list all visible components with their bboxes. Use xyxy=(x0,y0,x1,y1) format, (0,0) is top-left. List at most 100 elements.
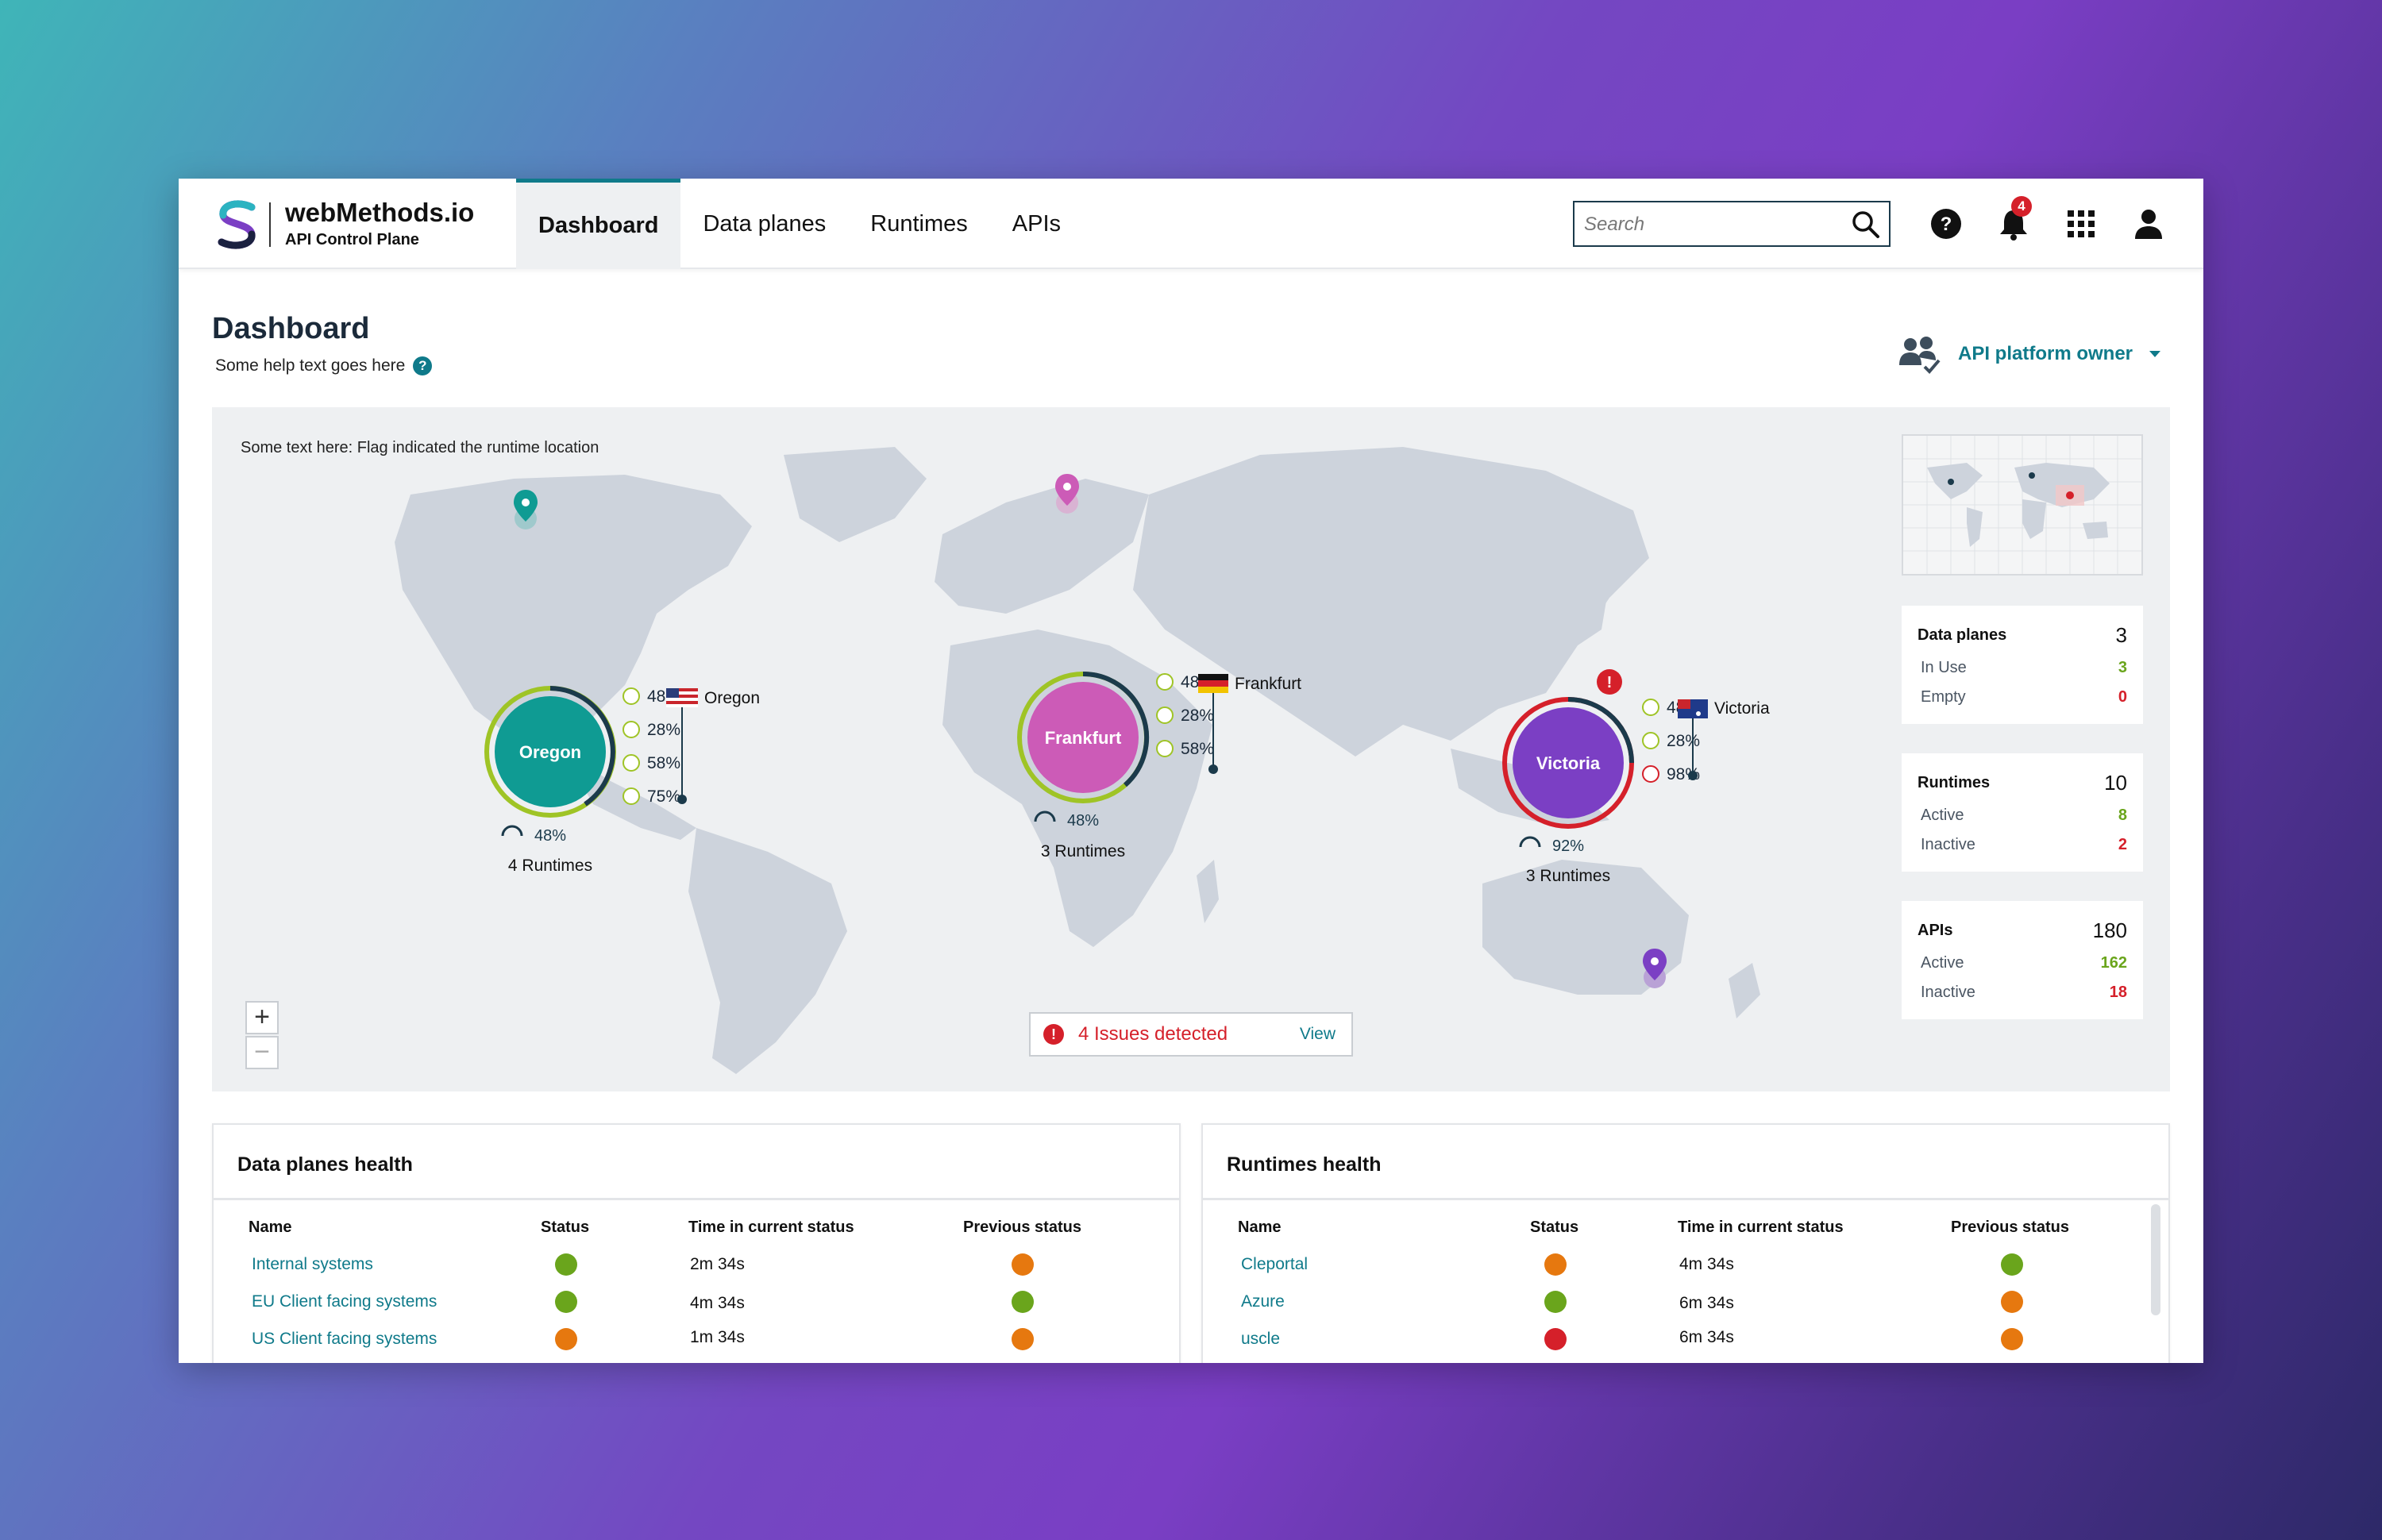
location-oregon[interactable]: Oregon 48% 4 Runtimes 48% 28% 58% 75% xyxy=(484,686,760,875)
status-dot xyxy=(555,1291,577,1313)
tab-data-planes[interactable]: Data planes xyxy=(703,210,827,237)
data-planes-total: 3 xyxy=(2115,623,2127,647)
frankfurt-name: Frankfurt xyxy=(1045,728,1122,748)
zoom-out-button[interactable]: − xyxy=(245,1036,279,1069)
help-icon[interactable]: ? xyxy=(1928,206,1964,242)
frankfurt-runtimes: 3 Runtimes xyxy=(1041,842,1125,860)
apis-active-label: Active xyxy=(1921,954,1964,972)
runtimes-total: 10 xyxy=(2104,771,2127,795)
top-header: webMethods.io API Control Plane Dashboar… xyxy=(179,179,2203,269)
apps-grid-icon[interactable] xyxy=(2063,206,2099,242)
help-tooltip-icon[interactable]: ? xyxy=(413,356,433,375)
table-row-name[interactable]: EU Client facing systems xyxy=(252,1292,437,1311)
search-input[interactable] xyxy=(1584,210,1838,239)
greenland-shape xyxy=(784,447,927,542)
data-planes-empty-value: 0 xyxy=(2118,688,2127,706)
apis-active-value: 162 xyxy=(2100,954,2127,972)
victoria-gauge-icon xyxy=(1519,836,1541,848)
oregon-stat-2: 28% xyxy=(647,721,680,739)
table-row-name[interactable]: Azure xyxy=(1241,1292,1285,1311)
frankfurt-flag-marker: Frankfurt xyxy=(1198,674,1301,774)
victoria-runtimes: 3 Runtimes xyxy=(1526,867,1610,885)
frankfurt-ring-segment xyxy=(1082,672,1150,787)
victoria-name: Victoria xyxy=(1536,753,1601,773)
table-row-time: 1m 34s xyxy=(690,1328,745,1346)
minimap[interactable] xyxy=(1902,434,2143,576)
previous-status-dot xyxy=(2001,1253,2023,1276)
pin-frankfurt[interactable] xyxy=(1055,474,1079,514)
issues-text: 4 Issues detected xyxy=(1078,1023,1228,1045)
col-previous[interactable]: Previous status xyxy=(1951,1219,2069,1236)
location-victoria[interactable]: Victoria ! 92% 3 Runtimes 48% 28% 98% xyxy=(1502,669,1770,885)
apis-inactive-value: 18 xyxy=(2109,984,2127,1001)
previous-status-dot xyxy=(2001,1328,2023,1350)
webmethods-logo-icon[interactable] xyxy=(215,199,261,250)
oregon-name: Oregon xyxy=(519,742,581,762)
divider xyxy=(214,1198,1179,1200)
madagascar-shape xyxy=(1197,860,1219,923)
north-america-shape xyxy=(395,475,752,757)
frankfurt-bubble xyxy=(1027,682,1139,793)
data-planes-empty-label: Empty xyxy=(1921,688,1966,706)
table-row-time: 2m 34s xyxy=(690,1255,745,1273)
col-name[interactable]: Name xyxy=(1238,1219,1282,1236)
page-title: Dashboard xyxy=(212,312,370,345)
victoria-flag-label: Victoria xyxy=(1714,699,1770,718)
tab-runtimes[interactable]: Runtimes xyxy=(870,210,968,237)
col-previous[interactable]: Previous status xyxy=(963,1219,1081,1236)
issues-view-link[interactable]: View xyxy=(1299,1025,1336,1043)
role-selector[interactable]: API platform owner xyxy=(1898,333,2161,375)
svg-text:?: ? xyxy=(1941,214,1952,235)
tab-apis[interactable]: APIs xyxy=(1012,210,1062,237)
data-planes-in-use-label: In Use xyxy=(1921,659,1967,676)
table-scrollbar[interactable] xyxy=(2151,1204,2160,1315)
oregon-ring-segment xyxy=(549,686,615,807)
table-row-name[interactable]: Cleportal xyxy=(1241,1255,1309,1273)
col-status[interactable]: Status xyxy=(541,1219,590,1236)
runtimes-active-value: 8 xyxy=(2118,807,2127,824)
col-status[interactable]: Status xyxy=(1530,1219,1579,1236)
runtimes-summary-card[interactable]: Runtimes 10 Active 8 Inactive 2 xyxy=(1902,753,2143,872)
status-dot xyxy=(1544,1328,1567,1350)
pin-oregon[interactable] xyxy=(514,490,538,529)
data-planes-in-use-value: 3 xyxy=(2118,659,2127,676)
col-name[interactable]: Name xyxy=(249,1219,292,1236)
runtimes-health-title: Runtimes health xyxy=(1227,1153,1382,1176)
pin-victoria[interactable] xyxy=(1643,949,1667,988)
new-zealand-shape xyxy=(1729,963,1760,1018)
victoria-alert-icon[interactable] xyxy=(1597,669,1622,695)
table-row-name[interactable]: uscle xyxy=(1241,1330,1281,1348)
zoom-in-button[interactable]: + xyxy=(245,1001,279,1034)
de-flag-icon xyxy=(1198,674,1228,680)
location-frankfurt[interactable]: Frankfurt 48% 3 Runtimes 48% 28% 58% xyxy=(1017,672,1301,860)
issues-alert-icon: ! xyxy=(1043,1024,1064,1045)
table-row-time: 4m 34s xyxy=(1679,1255,1734,1273)
col-time[interactable]: Time in current status xyxy=(1678,1219,1844,1236)
user-profile-icon[interactable] xyxy=(2130,206,2167,242)
runtimes-health-panel: Runtimes health Name Status Time in curr… xyxy=(1201,1123,2170,1363)
apis-title: APIs xyxy=(1918,922,1953,939)
divider xyxy=(1203,1198,2168,1200)
australia-shape xyxy=(1482,860,1689,995)
table-row-name[interactable]: US Client facing systems xyxy=(252,1330,437,1348)
victoria-ring-segment xyxy=(1567,697,1634,764)
runtimes-inactive-label: Inactive xyxy=(1921,836,1975,853)
page-help-text: Some help text goes here ? xyxy=(215,356,433,375)
data-planes-title: Data planes xyxy=(1918,626,2007,644)
table-row-name[interactable]: Internal systems xyxy=(252,1255,373,1273)
apis-summary-card[interactable]: APIs 180 Active 162 Inactive 18 xyxy=(1902,901,2143,1019)
logo-separator xyxy=(269,202,271,247)
runtimes-title: Runtimes xyxy=(1918,774,1991,791)
tab-dashboard[interactable]: Dashboard xyxy=(516,179,681,269)
map-caption: Some text here: Flag indicated the runti… xyxy=(241,439,599,456)
search-box xyxy=(1573,201,1891,247)
runtimes-inactive-value: 2 xyxy=(2118,836,2127,853)
world-map[interactable]: Oregon 48% 4 Runtimes 48% 28% 58% 75% xyxy=(212,407,2170,1091)
search-icon[interactable] xyxy=(1851,210,1881,240)
victoria-flag-marker: Victoria xyxy=(1678,699,1770,780)
app-window: webMethods.io API Control Plane Dashboar… xyxy=(179,179,2203,1363)
oregon-gauge: 48% xyxy=(534,827,566,845)
status-dot xyxy=(555,1328,577,1350)
col-time[interactable]: Time in current status xyxy=(688,1219,854,1236)
data-planes-summary-card[interactable]: Data planes 3 In Use 3 Empty 0 xyxy=(1902,606,2143,724)
